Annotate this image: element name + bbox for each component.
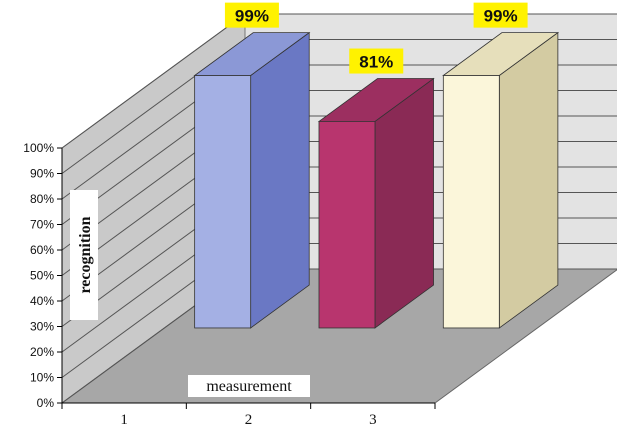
y-tick-label: 50%	[30, 269, 54, 283]
x-tick-label: 2	[245, 412, 253, 427]
data-label-bg	[349, 48, 404, 74]
y-tick-label: 100%	[23, 141, 54, 155]
y-tick-label: 30%	[30, 320, 54, 334]
x-tick-labels: 1 2 3	[120, 412, 376, 427]
data-label: 99%	[484, 7, 518, 26]
y-tick-label: 40%	[30, 294, 54, 308]
bar	[318, 121, 376, 329]
axes	[57, 147, 436, 409]
x-tick-label: 3	[369, 412, 377, 427]
bars	[193, 31, 560, 329]
bar	[442, 75, 500, 329]
y-tick-label: 20%	[30, 345, 54, 359]
bar-side	[250, 31, 310, 329]
data-label-bg	[473, 2, 528, 28]
x-axis-label: measurement	[206, 378, 292, 395]
data-labels: 99% 81% 99%	[224, 2, 528, 74]
data-label: 99%	[235, 7, 269, 26]
y-tick-labels: 0% 10% 20% 30% 40% 50% 60% 70% 80% 90% 100%	[23, 141, 54, 410]
x-axis-label-box: measurement	[188, 375, 310, 397]
data-label-bg	[224, 2, 279, 28]
y-tick-label: 70%	[30, 218, 54, 232]
y-tick-label: 60%	[30, 243, 54, 257]
bar	[194, 75, 252, 329]
y-tick-label: 80%	[30, 192, 54, 206]
y-tick-label: 0%	[37, 396, 55, 410]
y-axis-label-box: recognition	[70, 190, 98, 320]
y-axis-label: recognition	[77, 216, 94, 293]
bar-side	[498, 31, 559, 329]
data-label: 81%	[359, 53, 393, 72]
y-tick-label: 10%	[30, 371, 54, 385]
y-tick-label: 90%	[30, 167, 54, 181]
x-tick-label: 1	[120, 412, 128, 427]
bar-side	[374, 77, 434, 329]
